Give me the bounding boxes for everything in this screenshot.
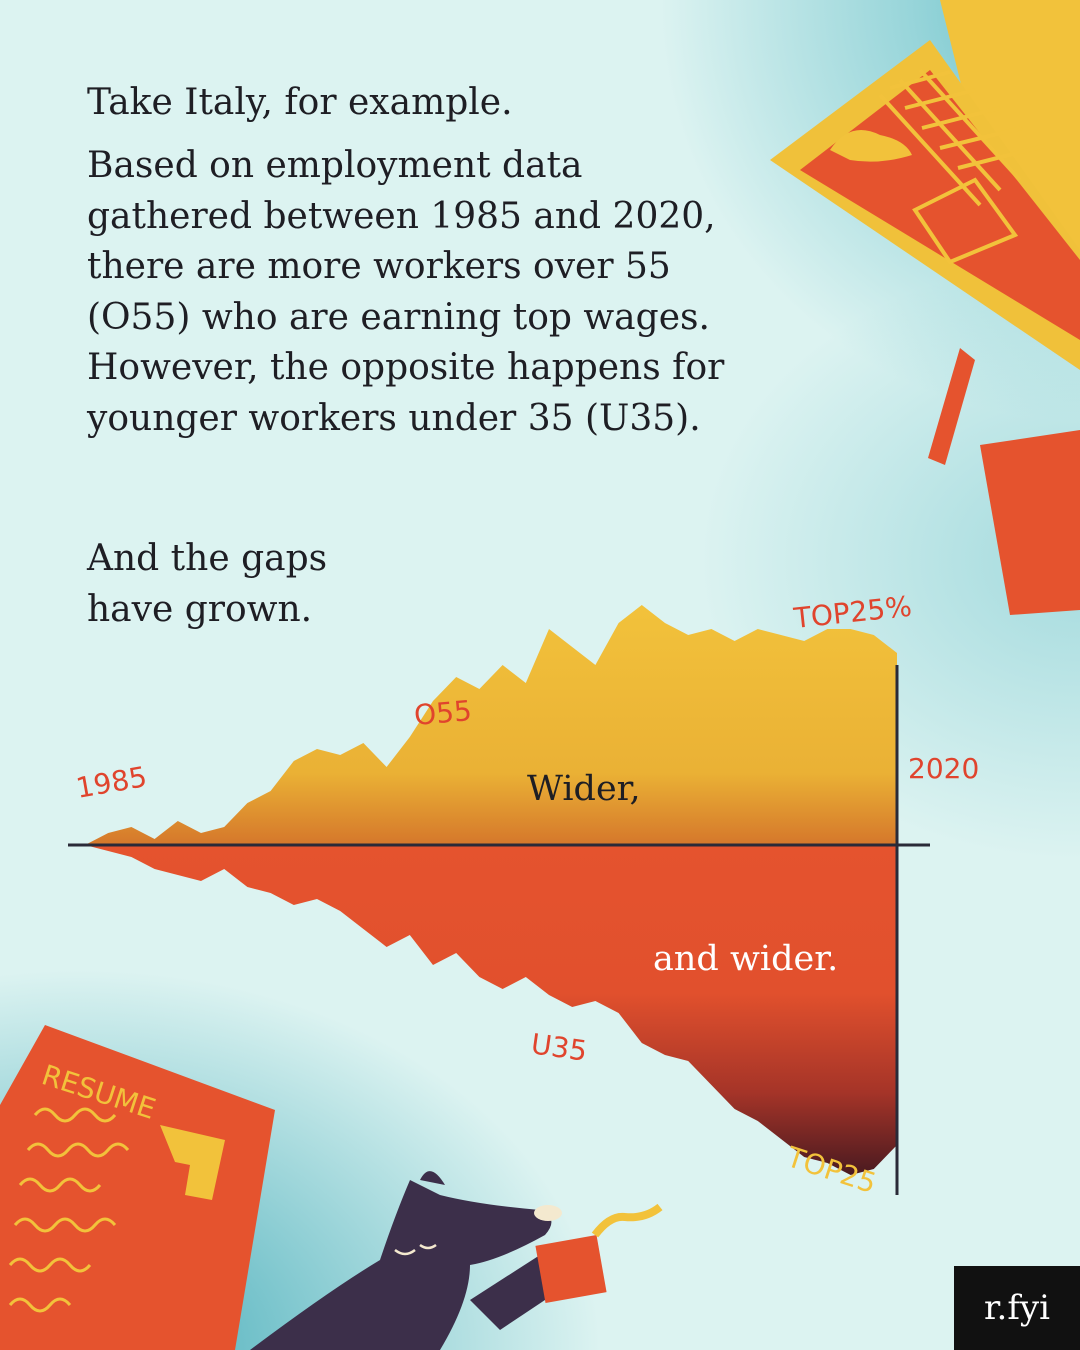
- brand-label: r.fyi: [984, 1288, 1050, 1328]
- intro-heading-text: Take Italy, for example.: [87, 82, 513, 123]
- intro-line: younger workers under 35 (U35).: [87, 397, 701, 439]
- gaps-line: have grown.: [87, 588, 313, 630]
- x-start-label: 1985: [73, 760, 149, 805]
- intro-line: Based on employment data: [87, 145, 583, 186]
- series-o55-annotation: TOP25%: [791, 590, 913, 635]
- laptop-icon: [770, 0, 1080, 370]
- book-icon: [928, 348, 1080, 615]
- resume-icon: RESUME: [0, 1025, 275, 1350]
- x-end-label: 2020: [908, 752, 979, 785]
- area-o55: [85, 605, 897, 845]
- intro-body: Based on employment data gathered betwee…: [87, 141, 787, 444]
- wider-annotation: Wider,: [527, 769, 641, 809]
- gaps-line: And the gaps: [87, 538, 328, 579]
- intro-heading: Take Italy, for example.: [87, 78, 513, 129]
- animal-illustration-icon: [250, 1171, 663, 1350]
- intro-line: (O55) who are earning top wages.: [87, 296, 710, 338]
- area-u35: [85, 845, 897, 1175]
- series-u35-label: U35: [529, 1027, 589, 1067]
- gaps-text: And the gaps have grown.: [87, 534, 327, 635]
- series-o55-label: O55: [413, 694, 473, 732]
- intro-line: However, the opposite happens for: [87, 347, 725, 388]
- chart-areas: [85, 605, 897, 1175]
- intro-line: there are more workers over 55: [87, 246, 671, 287]
- wider-annotation-2: and wider.: [653, 939, 838, 979]
- chart-labels: 1985 2020 O55 TOP25% U35 TOP25 Wider, an…: [73, 590, 979, 1200]
- brand-badge[interactable]: r.fyi: [954, 1266, 1080, 1350]
- intro-line: gathered between 1985 and 2020,: [87, 195, 716, 237]
